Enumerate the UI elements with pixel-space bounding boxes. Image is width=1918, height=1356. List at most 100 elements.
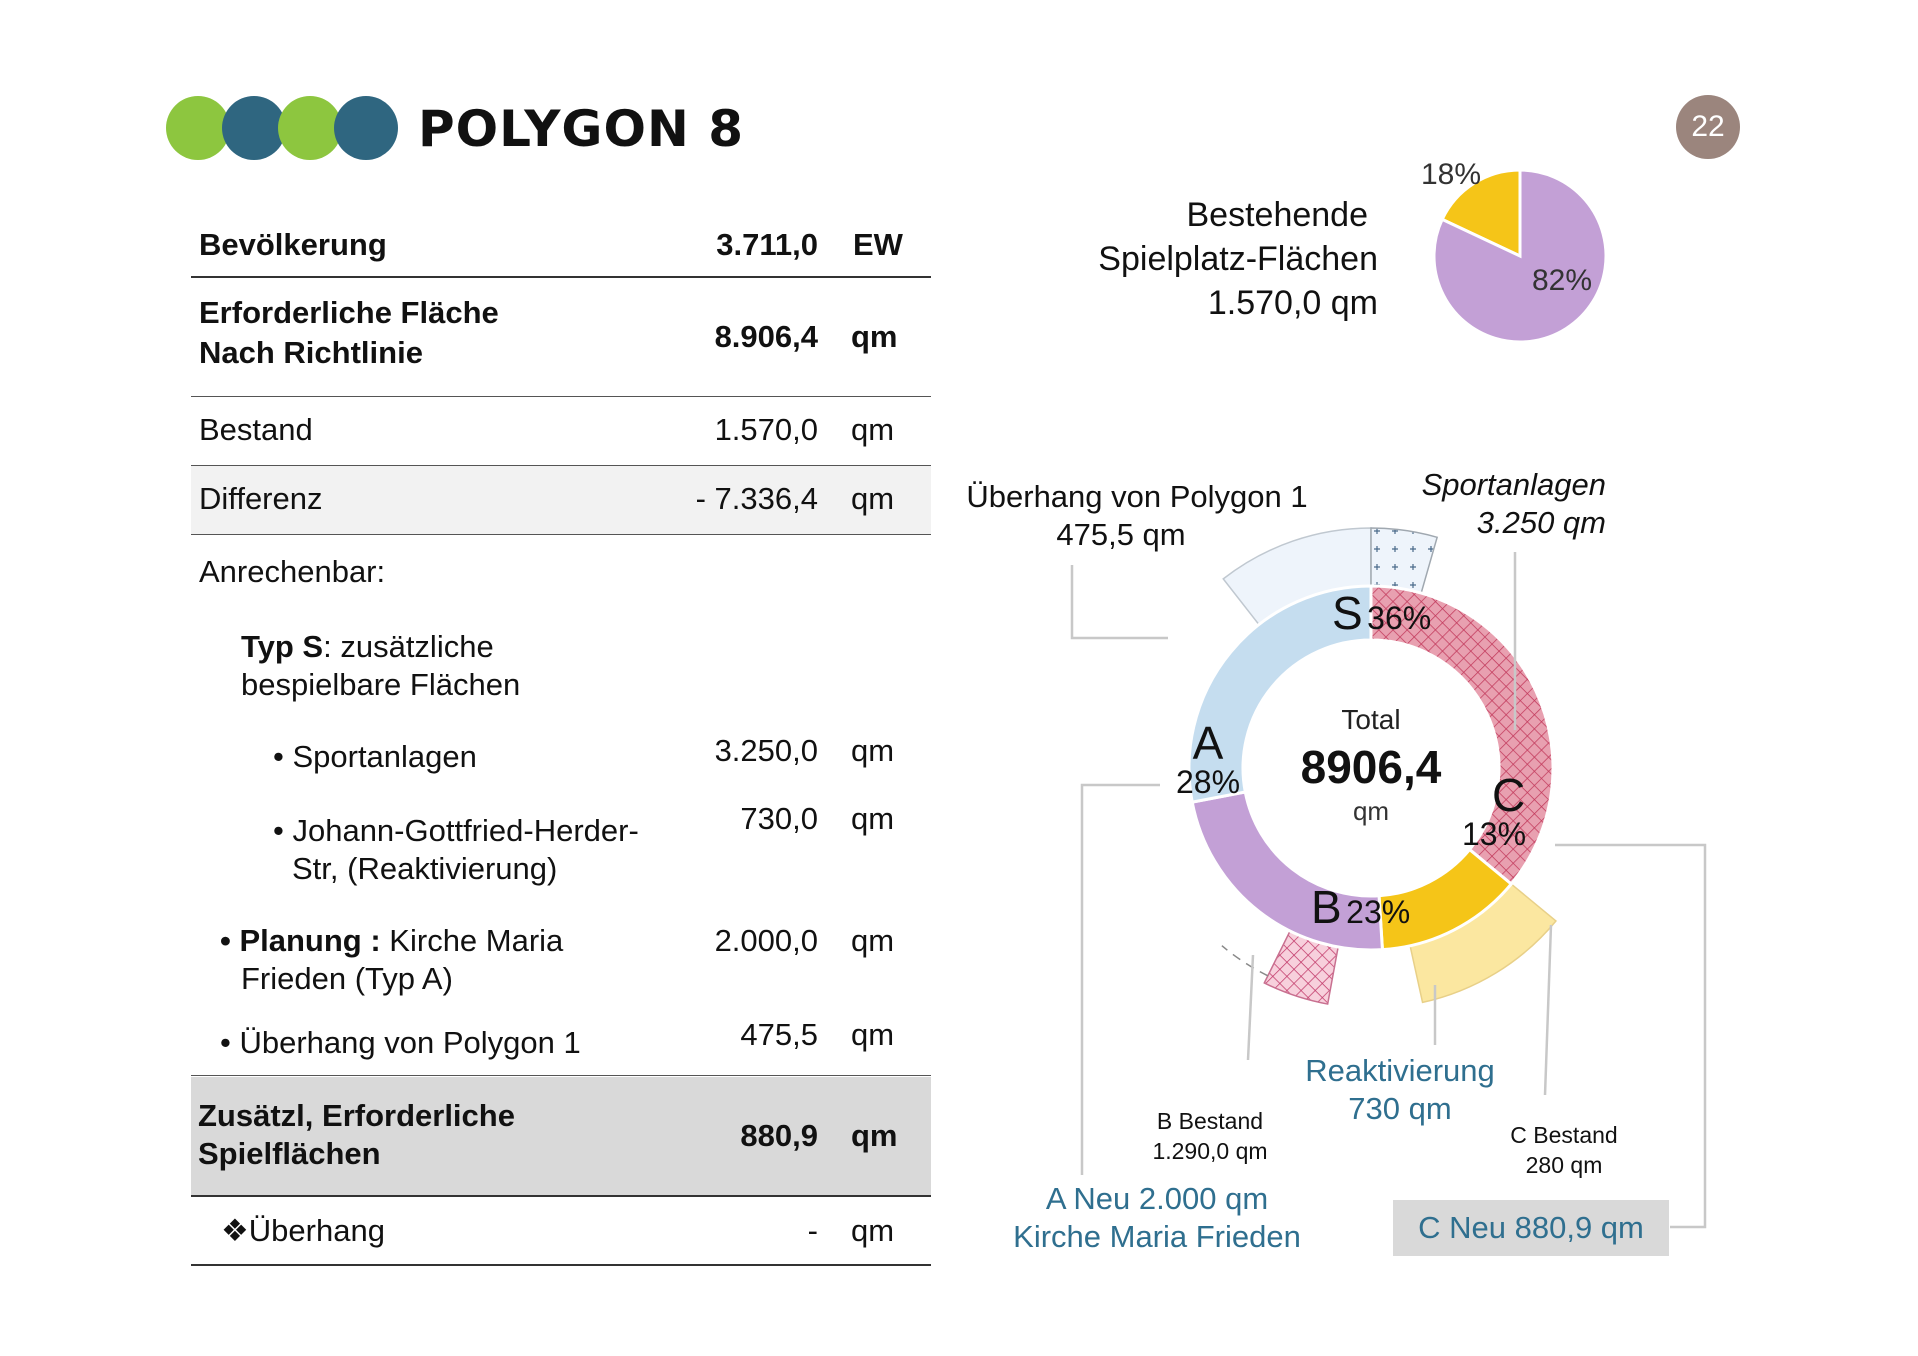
annotation-reakt-line2: 730 qm	[1348, 1091, 1452, 1126]
row-label: Bestand	[199, 412, 313, 447]
table-row: • Überhang von Polygon 1 475,5 qm	[191, 1017, 931, 1068]
row-label-line2: Str, (Reaktivierung)	[292, 851, 558, 886]
table-row: • Johann-Gottfried-Herder- Str, (Reaktiv…	[191, 801, 931, 892]
row-value: - 7.336,4	[695, 481, 818, 516]
donut-center-total: 8906,4	[1300, 741, 1442, 793]
annotation-reakt-line1: Reaktivierung	[1305, 1053, 1495, 1088]
small-pie-label-purple: 82%	[1532, 264, 1593, 297]
divider	[191, 1195, 931, 1197]
divider	[191, 1075, 931, 1076]
row-label-line2: Nach Richtlinie	[199, 335, 423, 370]
divider	[191, 465, 931, 466]
segment-label-s: S 36%	[1332, 586, 1431, 640]
row-label-line1: • Johann-Gottfried-Herder-	[273, 813, 639, 848]
table-row: • Planung : Kirche Maria Frieden (Typ A)…	[191, 922, 931, 1002]
logo-dot-green-2	[278, 96, 342, 160]
annotation-c-bestand-line2: 280 qm	[1525, 1152, 1603, 1178]
inner-segment-a	[1187, 584, 1373, 804]
annotation-sport-line1: Sportanlagen	[1421, 467, 1606, 502]
row-label: • Planung : Kirche Maria	[220, 922, 563, 960]
donut-center-unit: qm	[1352, 796, 1390, 826]
leader-lines	[1070, 552, 1707, 1229]
table-row: Differenz - 7.336,4 qm	[191, 466, 931, 534]
logo-dot-blue-1	[222, 96, 286, 160]
row-label-rest: : zusätzliche	[323, 629, 494, 664]
row-label-rest: Kirche Maria	[380, 923, 564, 958]
row-label-line2: Frieden (Typ A)	[241, 961, 453, 996]
small-pie-chart	[1432, 168, 1608, 344]
annotation-c-neu: C Neu 880,9 qm	[1393, 1200, 1669, 1256]
row-unit: qm	[851, 923, 895, 958]
divider	[191, 396, 931, 397]
row-value: 1.570,0	[714, 412, 818, 447]
leader-c-neu	[1555, 843, 1707, 1229]
annotation-ueberhang: Überhang von Polygon 1 475,5 qm	[952, 478, 1322, 554]
logo-dot-green-1	[166, 96, 230, 160]
annotation-a-neu-line2: Kirche Maria Frieden	[1013, 1219, 1301, 1254]
table-row: Zusätzl, Erforderliche Spielflächen 880,…	[191, 1077, 931, 1195]
table-row: Erforderliche Fläche Nach Richtlinie 8.9…	[191, 280, 931, 394]
donut-center-line1: Total	[1341, 704, 1401, 735]
logo-dot-blue-2	[334, 96, 398, 160]
row-value: -	[807, 1213, 818, 1248]
outer-gap-dashed-arc	[1221, 945, 1269, 977]
row-label: Bevölkerung	[199, 227, 387, 262]
small-pie-slice-1	[1432, 168, 1608, 344]
annotation-ueberhang-line1: Überhang von Polygon 1	[966, 479, 1308, 514]
row-unit: qm	[851, 481, 895, 516]
row-value: 730,0	[740, 801, 818, 836]
row-unit: qm	[851, 1213, 895, 1248]
leader-ueberhang	[1070, 565, 1168, 640]
annotation-a-neu: A Neu 2.000 qm Kirche Maria Frieden	[982, 1180, 1332, 1256]
leader-c-bestand	[1543, 924, 1553, 1096]
annotation-c-bestand-line1: C Bestand	[1510, 1122, 1618, 1148]
annotation-c-bestand: C Bestand 280 qm	[1494, 1120, 1634, 1180]
row-unit: qm	[851, 1118, 898, 1153]
small-pie-label-yellow: 18%	[1421, 158, 1482, 191]
table-row: Bevölkerung 3.711,0 EW	[191, 222, 931, 274]
row-label-line1: Zusätzl, Erforderliche	[198, 1098, 515, 1133]
small-pie-title-line2: Spielplatz-Flächen	[1098, 240, 1378, 278]
small-pie-title-line1: Bestehende	[1186, 196, 1369, 234]
segment-pct-s: 36%	[1367, 600, 1432, 636]
row-value: 2.000,0	[714, 923, 818, 958]
row-unit: qm	[851, 319, 898, 354]
segment-pct-b: 23%	[1346, 894, 1411, 930]
row-value: 475,5	[740, 1017, 818, 1052]
row-unit: qm	[851, 801, 895, 836]
row-label: ❖Überhang	[221, 1213, 385, 1248]
annotation-b-bestand-line2: 1.290,0 qm	[1152, 1138, 1268, 1164]
annotation-reakt: Reaktivierung 730 qm	[1280, 1052, 1520, 1128]
row-unit: qm	[851, 733, 895, 768]
page-title: POLYGON 8	[418, 100, 745, 158]
table-row: Bestand 1.570,0 qm	[191, 397, 931, 465]
row-label-bold: Typ S	[241, 629, 324, 664]
segment-label-c: C 13%	[1462, 768, 1526, 853]
table-row: • Sportanlagen 3.250,0 qm	[191, 733, 931, 780]
leader-b-bestand	[1246, 954, 1255, 1061]
annotation-sport-line2: 3.250 qm	[1476, 505, 1606, 540]
row-label: • Sportanlagen	[273, 739, 477, 774]
segment-letter-s: S	[1332, 587, 1363, 639]
divider	[191, 534, 931, 535]
segment-label-b: B 23%	[1311, 880, 1410, 934]
segment-label-a: A 28%	[1172, 716, 1244, 801]
row-unit: EW	[853, 227, 903, 262]
row-label: Anrechenbar:	[199, 554, 386, 589]
row-label-line1: Erforderliche Fläche	[199, 295, 499, 330]
page-number-badge: 22	[1676, 95, 1740, 159]
annotation-b-bestand: B Bestand 1.290,0 qm	[1130, 1106, 1290, 1166]
table-row: Anrechenbar:	[191, 553, 931, 593]
annotation-c-neu-line1: C Neu 880,9 qm	[1418, 1210, 1644, 1245]
small-pie-title-line3: 1.570,0 qm	[1207, 284, 1378, 322]
row-value: 3.711,0	[716, 227, 818, 262]
row-label: Differenz	[199, 481, 323, 516]
annotation-sport: Sportanlagen 3.250 qm	[1380, 466, 1606, 542]
segment-letter-b: B	[1311, 881, 1342, 933]
segment-pct-a: 28%	[1175, 764, 1241, 800]
row-label-line2: bespielbare Flächen	[241, 667, 521, 702]
annotation-a-neu-line1: A Neu 2.000 qm	[1045, 1181, 1269, 1216]
annotation-b-bestand-line1: B Bestand	[1156, 1108, 1264, 1134]
inner-segment-s	[1369, 584, 1555, 887]
